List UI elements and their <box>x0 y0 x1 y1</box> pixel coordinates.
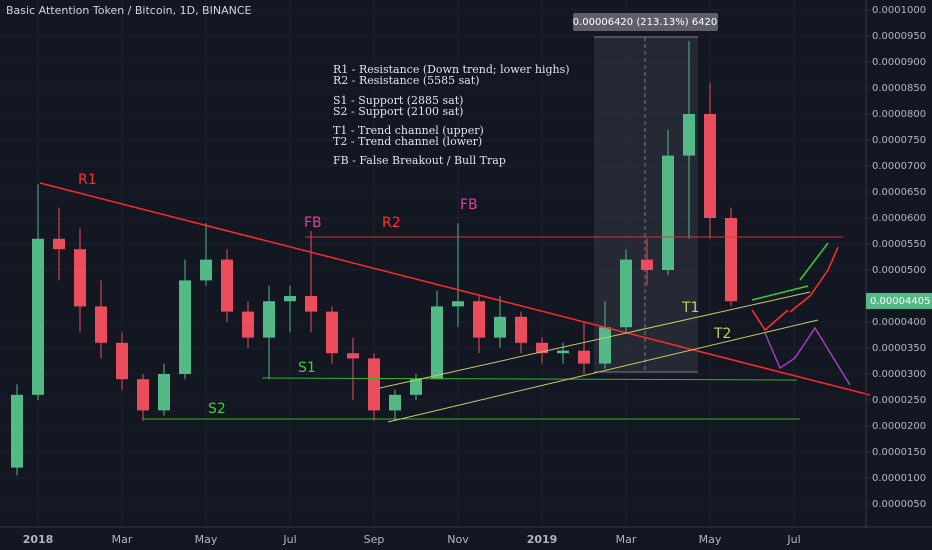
y-tick-label: 0.0000200 <box>872 421 926 432</box>
note: S2 - Support (2100 sat) <box>333 105 463 118</box>
note: T1 - Trend channel (upper) <box>333 124 484 137</box>
y-tick-label: 0.0000900 <box>872 57 926 68</box>
candle-body <box>53 238 65 250</box>
y-tick-label: 0.0000250 <box>872 395 926 406</box>
candle-body <box>158 374 170 411</box>
candle-body <box>683 113 695 156</box>
x-tick-label: Jul <box>786 533 800 546</box>
level-label: R2 <box>382 215 401 231</box>
y-tick-label: 0.0000750 <box>872 135 926 146</box>
candle-body <box>494 316 506 338</box>
level-label: FB <box>304 215 322 231</box>
candle-body <box>305 296 317 312</box>
t2-line <box>387 319 819 423</box>
candle-body <box>221 259 233 312</box>
candle-body <box>410 379 422 395</box>
arrow <box>789 246 839 313</box>
arrow <box>751 309 789 332</box>
level-label: T1 <box>681 300 699 316</box>
x-tick-label: Nov <box>447 533 469 546</box>
y-tick-label: 0.0000500 <box>872 265 926 276</box>
candle-body <box>515 316 527 343</box>
arrow <box>799 242 829 281</box>
candle-body <box>179 280 191 375</box>
level-label: S2 <box>208 401 226 417</box>
candle-body <box>389 394 401 411</box>
s1-line <box>261 377 798 381</box>
note: S1 - Support (2885 sat) <box>333 94 463 107</box>
candle-body <box>137 379 149 411</box>
candle-body <box>347 353 359 359</box>
level-label: T2 <box>713 326 731 342</box>
candle-body <box>95 306 107 343</box>
arrow <box>764 326 851 386</box>
candle-body <box>599 327 611 364</box>
drawings <box>39 182 871 423</box>
candle-body <box>641 259 653 271</box>
candle-body <box>452 301 464 307</box>
y-tick-label: 0.0000550 <box>872 239 926 250</box>
candle-body <box>200 259 212 281</box>
chart-title: Basic Attention Token / Bitcoin, 1D, BIN… <box>6 4 252 17</box>
level-label: FB <box>460 197 478 213</box>
candle-body <box>32 238 44 395</box>
candle-body <box>473 301 485 338</box>
y-tick-label: 0.0000400 <box>872 317 926 328</box>
candle-body <box>557 350 569 354</box>
y-tick-label: 0.0000050 <box>872 499 926 510</box>
candle-body <box>284 296 296 302</box>
note: T2 - Trend channel (lower) <box>333 135 482 148</box>
candle-body <box>11 394 23 468</box>
x-tick-label: May <box>699 533 722 546</box>
measure-box <box>573 13 718 31</box>
note: R1 - Resistance (Down trend; lower highs… <box>333 63 570 76</box>
x-tick-label: 2019 <box>527 533 558 546</box>
r1-line <box>39 182 871 396</box>
candle-body <box>725 217 737 302</box>
note: FB - False Breakout / Bull Trap <box>333 154 506 167</box>
y-tick-label: 0.0000300 <box>872 369 926 380</box>
last-price-label: 0.00004405 <box>870 296 930 307</box>
x-tick-label: 2018 <box>23 533 54 546</box>
candle-body <box>74 249 86 307</box>
y-tick-label: 0.0000600 <box>872 213 926 224</box>
candle-body <box>116 342 128 380</box>
candle-body <box>431 306 443 380</box>
candles <box>11 41 737 476</box>
x-tick-label: Jul <box>282 533 296 546</box>
x-tick-label: Sep <box>364 533 385 546</box>
candle-body <box>326 311 338 354</box>
y-tick-label: 0.0000950 <box>872 31 926 42</box>
x-tick-label: Mar <box>616 533 637 546</box>
candle-body <box>242 311 254 338</box>
level-label: S1 <box>298 360 316 376</box>
y-tick-label: 0.0000350 <box>872 343 926 354</box>
measure-label: 0.00006420 (213.13%) 6420 <box>573 17 718 28</box>
y-tick-label: 0.0000100 <box>872 473 926 484</box>
y-tick-label: 0.0000650 <box>872 187 926 198</box>
y-tick-label: 0.0000150 <box>872 447 926 458</box>
y-tick-label: 0.0000800 <box>872 109 926 120</box>
measure-area <box>594 37 698 372</box>
x-tick-label: Mar <box>112 533 133 546</box>
x-tick-label: May <box>195 533 218 546</box>
y-tick-label: 0.0001000 <box>872 5 926 16</box>
y-tick-label: 0.0000850 <box>872 83 926 94</box>
candle-body <box>263 301 275 338</box>
candle-body <box>662 155 674 271</box>
y-tick-label: 0.0000700 <box>872 161 926 172</box>
arrow <box>751 285 809 301</box>
candle-body <box>536 342 548 354</box>
t1-line <box>379 291 811 389</box>
candle-body <box>620 259 632 328</box>
candle-body <box>578 350 590 364</box>
last-price-box <box>866 292 932 309</box>
candle-body <box>368 358 380 411</box>
level-label: R1 <box>78 172 97 188</box>
note: R2 - Resistance (5585 sat) <box>333 74 480 87</box>
candle-body <box>704 113 716 218</box>
